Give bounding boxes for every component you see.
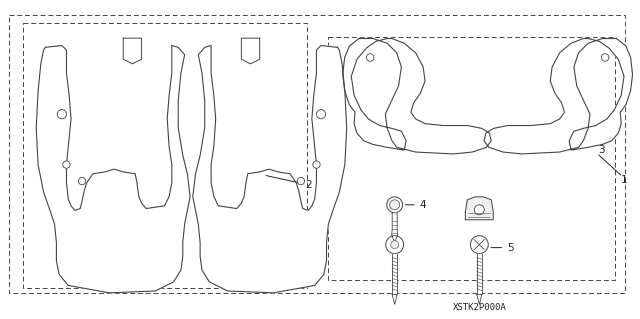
Circle shape: [386, 236, 404, 254]
Circle shape: [390, 200, 399, 210]
Text: 5: 5: [491, 243, 514, 253]
Bar: [10, 15, 625, 293]
Polygon shape: [193, 46, 347, 293]
Bar: [328, 37, 614, 280]
Polygon shape: [36, 46, 190, 293]
Polygon shape: [241, 38, 260, 64]
Circle shape: [63, 161, 70, 168]
Text: 3: 3: [598, 145, 605, 155]
Text: XSTK2P000A: XSTK2P000A: [452, 303, 506, 312]
Circle shape: [313, 161, 320, 168]
Circle shape: [366, 54, 374, 61]
Circle shape: [470, 236, 488, 254]
Polygon shape: [477, 294, 482, 304]
Circle shape: [316, 110, 326, 119]
Polygon shape: [465, 197, 493, 220]
Polygon shape: [392, 294, 397, 304]
Polygon shape: [477, 254, 482, 294]
Polygon shape: [392, 254, 397, 294]
Circle shape: [78, 177, 86, 185]
Circle shape: [297, 177, 305, 185]
Text: 1: 1: [620, 175, 627, 185]
Circle shape: [390, 241, 399, 249]
Polygon shape: [392, 213, 397, 243]
Circle shape: [602, 54, 609, 61]
Polygon shape: [343, 39, 492, 154]
Circle shape: [474, 205, 484, 215]
Circle shape: [58, 110, 67, 119]
Circle shape: [387, 197, 403, 213]
Polygon shape: [124, 38, 141, 64]
Polygon shape: [484, 39, 632, 154]
Text: 2: 2: [266, 175, 312, 190]
Text: 4: 4: [405, 200, 426, 210]
Bar: [23, 23, 307, 288]
